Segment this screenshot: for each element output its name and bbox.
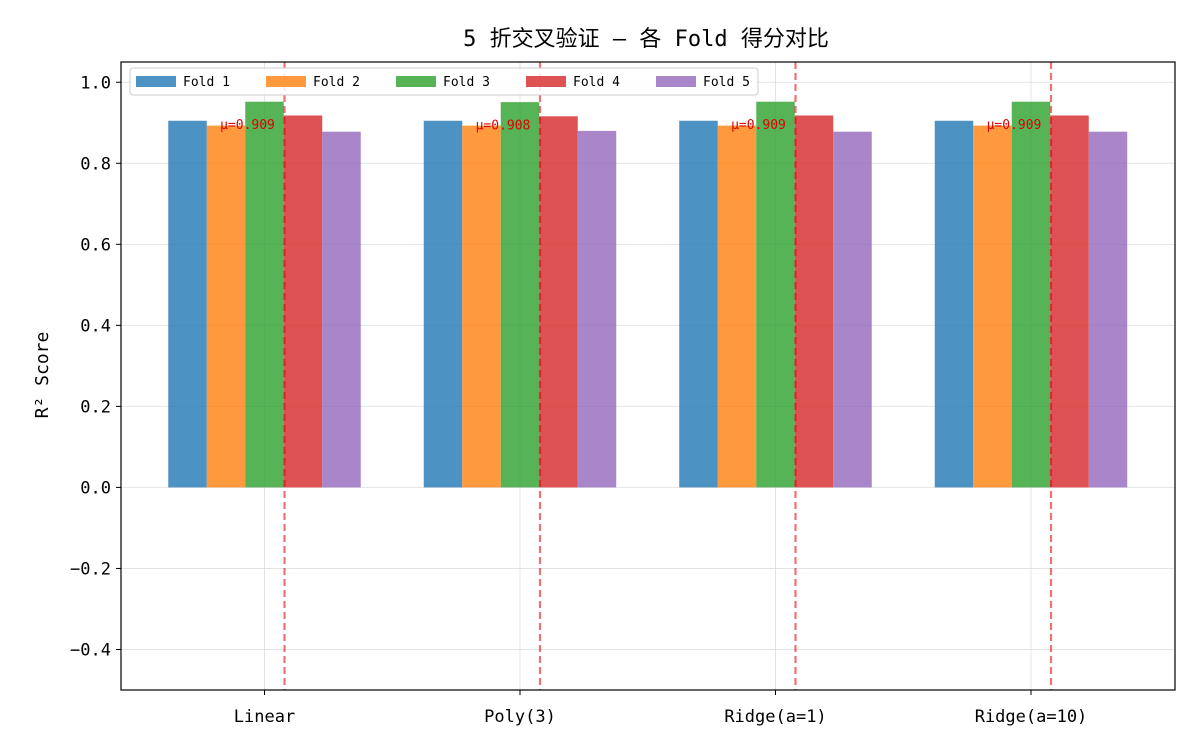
legend: Fold 1 Fold 2 Fold 3 Fold 4 Fold 5 — [129, 67, 759, 96]
y-tick-label: 0.2 — [80, 397, 111, 417]
bar-fold-2 — [973, 125, 1012, 488]
bar-fold-3 — [500, 102, 540, 488]
bar-fold-2 — [206, 125, 246, 488]
bar-fold-5 — [1088, 131, 1128, 488]
bar-fold-5 — [833, 131, 872, 488]
legend-box — [129, 67, 759, 96]
legend-label: Fold 5 — [703, 75, 750, 90]
y-tick-label: 0.4 — [80, 316, 111, 336]
mean-label: μ=0.909 — [220, 118, 275, 133]
axes: −0.4 −0.2 0.0 0.2 0.4 0.6 0.8 1.0 Linear Poly(3) R… — [70, 61, 1176, 727]
legend-label: Fold 2 — [313, 75, 360, 90]
bar-fold-3 — [756, 101, 795, 488]
mean-label: μ=0.909 — [731, 118, 786, 133]
bar-fold-3 — [1011, 101, 1051, 488]
mean-markers: μ=0.909 μ=0.908 μ=0.909 μ=0.909 — [220, 62, 1053, 690]
y-tick-label: 0.6 — [80, 235, 111, 255]
y-tick-label: 1.0 — [80, 73, 111, 93]
mean-label: μ=0.908 — [476, 119, 531, 134]
bar-fold-2 — [462, 125, 501, 488]
legend-swatch — [266, 76, 306, 87]
legend-swatch — [526, 76, 566, 87]
bars — [168, 101, 1128, 488]
bar-fold-5 — [577, 130, 617, 488]
x-tick-label: Ridge(a=1) — [724, 707, 826, 727]
x-tick-label: Linear — [234, 707, 295, 727]
legend-swatch — [396, 76, 436, 87]
x-tick-label: Ridge(a=10) — [975, 707, 1088, 727]
bar-fold-1 — [934, 120, 974, 488]
x-tick-label: Poly(3) — [484, 707, 556, 727]
legend-label: Fold 3 — [443, 75, 490, 90]
bar-fold-5 — [322, 131, 361, 488]
chart-title: 5 折交叉验证 — 各 Fold 得分对比 — [463, 27, 829, 52]
bar-fold-1 — [423, 120, 463, 488]
y-tick-label: 0.0 — [80, 478, 111, 498]
y-axis-label: R² Score — [32, 332, 53, 419]
legend-swatch — [136, 76, 176, 87]
y-tick-label: 0.8 — [80, 154, 111, 174]
plot-frame — [120, 61, 1176, 691]
bar-fold-4 — [794, 115, 834, 488]
y-tick-label: −0.2 — [70, 559, 111, 579]
legend-swatch — [656, 76, 696, 87]
bar-fold-4 — [1050, 115, 1089, 488]
legend-label: Fold 1 — [183, 75, 230, 90]
bar-fold-4 — [539, 116, 578, 488]
bar-fold-4 — [283, 115, 323, 488]
mean-label: μ=0.909 — [987, 118, 1042, 133]
bar-fold-3 — [245, 101, 284, 488]
bar-fold-1 — [679, 120, 718, 488]
legend-label: Fold 4 — [573, 75, 620, 90]
y-tick-label: −0.4 — [70, 640, 111, 660]
bar-fold-2 — [717, 125, 757, 488]
bar-fold-1 — [168, 120, 207, 488]
